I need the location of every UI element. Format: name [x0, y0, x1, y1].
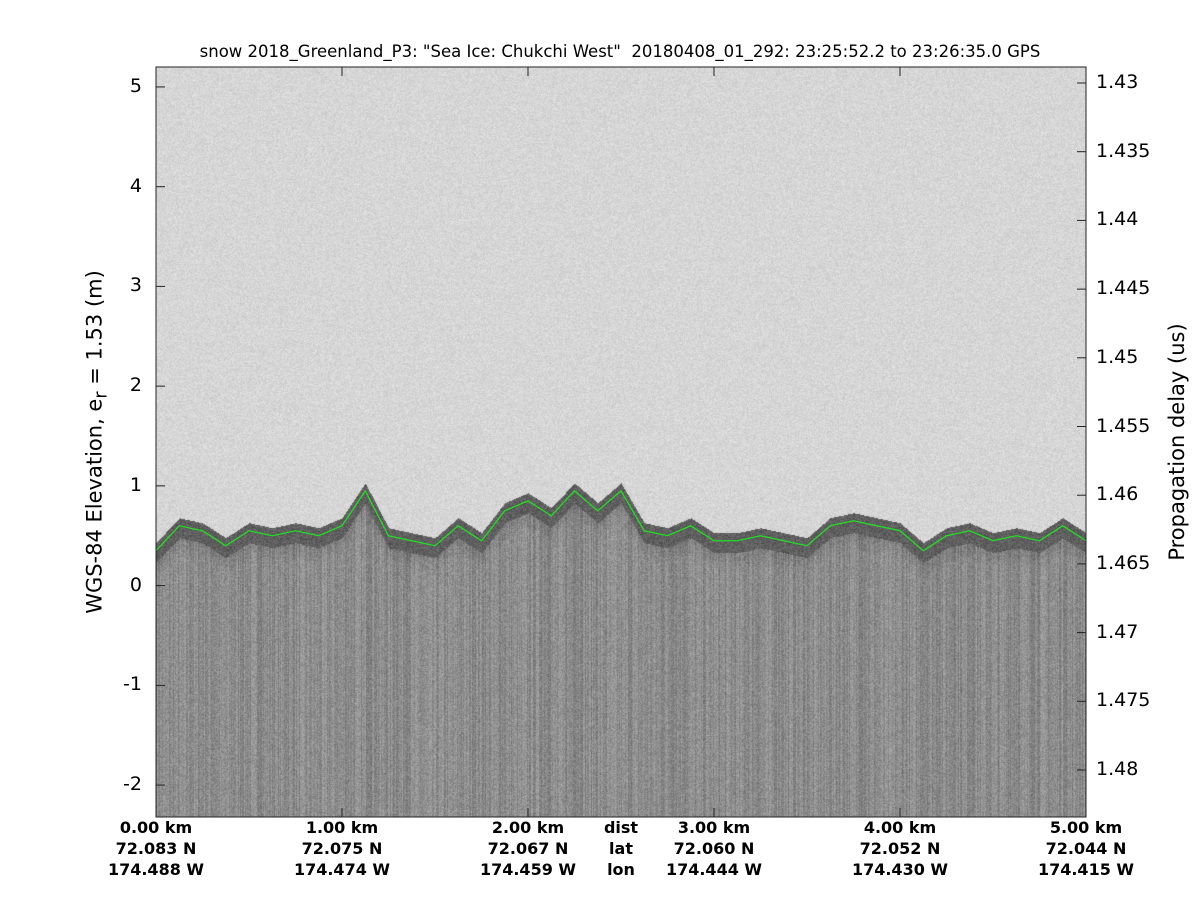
- x-tick-label-dist: 4.00 km: [863, 818, 937, 837]
- x-tick-label-dist: 5.00 km: [1049, 818, 1123, 837]
- y-tick-label-left: 0: [129, 573, 142, 596]
- y-tick-label-right: 1.455: [1096, 414, 1151, 437]
- x-tick-label-lat: 72.052 N: [859, 839, 941, 858]
- x-tick-label-dist: 3.00 km: [677, 818, 751, 837]
- x-tick-label-dist: 1.00 km: [305, 818, 379, 837]
- y-tick-label-right: 1.465: [1096, 551, 1151, 574]
- x-tick-label-dist: 2.00 km: [491, 818, 565, 837]
- y-tick-label-right: 1.475: [1096, 689, 1151, 712]
- y-tick-label-left: 1: [129, 473, 142, 496]
- x-row-label: dist: [603, 818, 639, 837]
- y-tick-label-right: 1.47: [1096, 620, 1139, 643]
- x-tick-label-dist: 0.00 km: [119, 818, 193, 837]
- x-tick-label-lat: 72.067 N: [487, 839, 569, 858]
- x-tick-label-lat: 72.060 N: [673, 839, 755, 858]
- x-tick-label-lat: 72.044 N: [1045, 839, 1127, 858]
- x-tick-label-lat: 72.083 N: [115, 839, 197, 858]
- x-tick-label-lon: 174.444 W: [665, 860, 763, 879]
- y-tick-label-right: 1.44: [1096, 208, 1139, 231]
- y-tick-label-left: 5: [129, 74, 142, 97]
- y-tick-label-right: 1.45: [1096, 345, 1139, 368]
- x-tick-label-lon: 174.488 W: [107, 860, 205, 879]
- y-tick-label-right: 1.48: [1096, 758, 1139, 780]
- x-tick-label-lon: 174.430 W: [851, 860, 949, 879]
- x-tick-label-lon: 174.415 W: [1037, 860, 1135, 879]
- y-tick-label-right: 1.435: [1096, 139, 1151, 162]
- y-tick-label-left: 4: [129, 174, 142, 197]
- x-row-label: lon: [607, 860, 635, 879]
- y-tick-label-left: 3: [129, 274, 142, 297]
- y-tick-label-left: -1: [123, 673, 142, 696]
- y-tick-label-right: 1.46: [1096, 483, 1139, 506]
- x-tick-label-lon: 174.474 W: [293, 860, 391, 879]
- y-axis-label-left: WGS-84 Elevation, er = 1.53 (m): [82, 270, 111, 614]
- y-tick-label-right: 1.445: [1096, 277, 1151, 300]
- y-tick-label-left: 2: [129, 374, 142, 397]
- surface-line: [155, 489, 1087, 552]
- y-axis-label-right: Propagation delay (us): [1165, 323, 1189, 561]
- echogram-image: [156, 67, 1086, 817]
- x-tick-label-lon: 174.459 W: [479, 860, 577, 879]
- y-tick-label-right: 1.43: [1096, 71, 1139, 93]
- x-row-label: lat: [609, 839, 633, 858]
- x-tick-label-lat: 72.075 N: [301, 839, 383, 858]
- chart-title: snow 2018_Greenland_P3: "Sea Ice: Chukch…: [199, 42, 1041, 61]
- y-tick-label-left: -2: [123, 773, 142, 796]
- plot-frame: [155, 66, 1087, 818]
